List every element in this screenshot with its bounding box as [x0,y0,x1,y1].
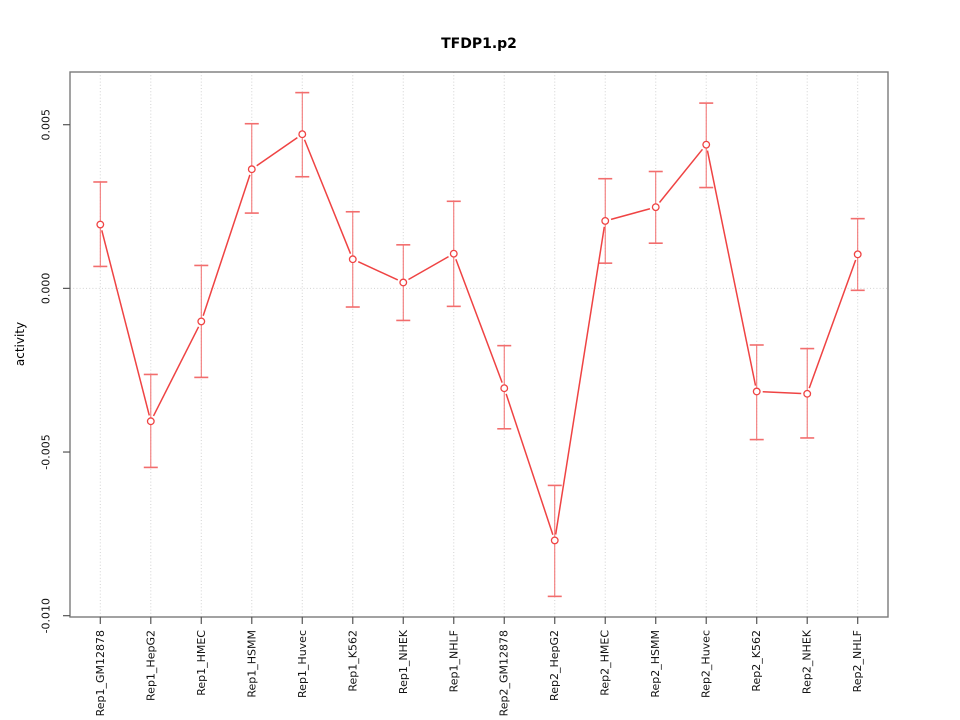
x-tick-label: Rep2_HepG2 [548,630,561,701]
series-segment [357,261,399,281]
x-tick-label: Rep1_HSMM [245,630,258,698]
y-axis-label: activity [13,322,27,366]
y-tick-label: -0.010 [40,598,53,633]
x-tick-label: Rep1_HMEC [195,630,208,696]
x-tick-label: Rep1_GM12878 [94,630,107,716]
x-tick-label: Rep2_K562 [750,630,763,692]
series-segment [101,230,151,416]
series-segment [303,139,352,254]
series-segment [202,174,251,316]
series-segment [808,259,857,389]
data-point [348,255,357,264]
y-tick-label: -0.005 [40,434,53,469]
data-point [601,216,610,225]
data-point [197,317,206,326]
plot-area: 0.005 0.000 -0.005 -0.010 Rep1_GM12878 Rep1_H… [40,71,889,716]
series-segment [762,390,802,395]
series-segment [256,136,298,167]
series-segment [610,208,651,221]
x-tick-label: Rep2_GM12878 [498,630,511,716]
y-tick-label: 0.005 [40,109,53,141]
data-point [399,278,408,287]
x-tick-label: Rep1_Huvec [296,630,309,698]
y-tick-label: 0.000 [40,273,53,305]
x-tick-label: Rep1_HepG2 [144,630,157,701]
plot-border [69,71,889,618]
series-segment [408,255,449,281]
series-segment [455,259,503,383]
series-segment [152,326,200,417]
data-point [752,387,761,396]
data-point [803,389,812,398]
data-point [550,536,559,545]
data-point [146,417,155,426]
x-tick-label: Rep1_NHLF [447,630,460,692]
x-tick-label: Rep2_NHEK [801,629,814,694]
data-point [298,130,307,139]
series-segment [706,150,757,386]
x-tick-label: Rep1_NHEK [397,629,410,694]
data-point [702,140,711,149]
data-point [853,250,862,259]
series-segment [505,393,554,535]
data-point [449,249,458,258]
series-segment [658,148,704,203]
data-point [651,203,660,212]
x-tick-label: Rep2_Huvec [700,630,713,698]
data-point [500,384,509,393]
x-tick-label: Rep1_K562 [346,630,359,692]
series-segment [554,226,606,535]
data-point [96,220,105,229]
x-tick-label: Rep2_HMEC [599,630,612,696]
data-point [247,165,256,174]
x-tick-label: Rep2_HSMM [649,630,662,698]
chart-title: TFDP1.p2 [441,36,517,52]
x-tick-label: Rep2_NHLF [851,630,864,692]
